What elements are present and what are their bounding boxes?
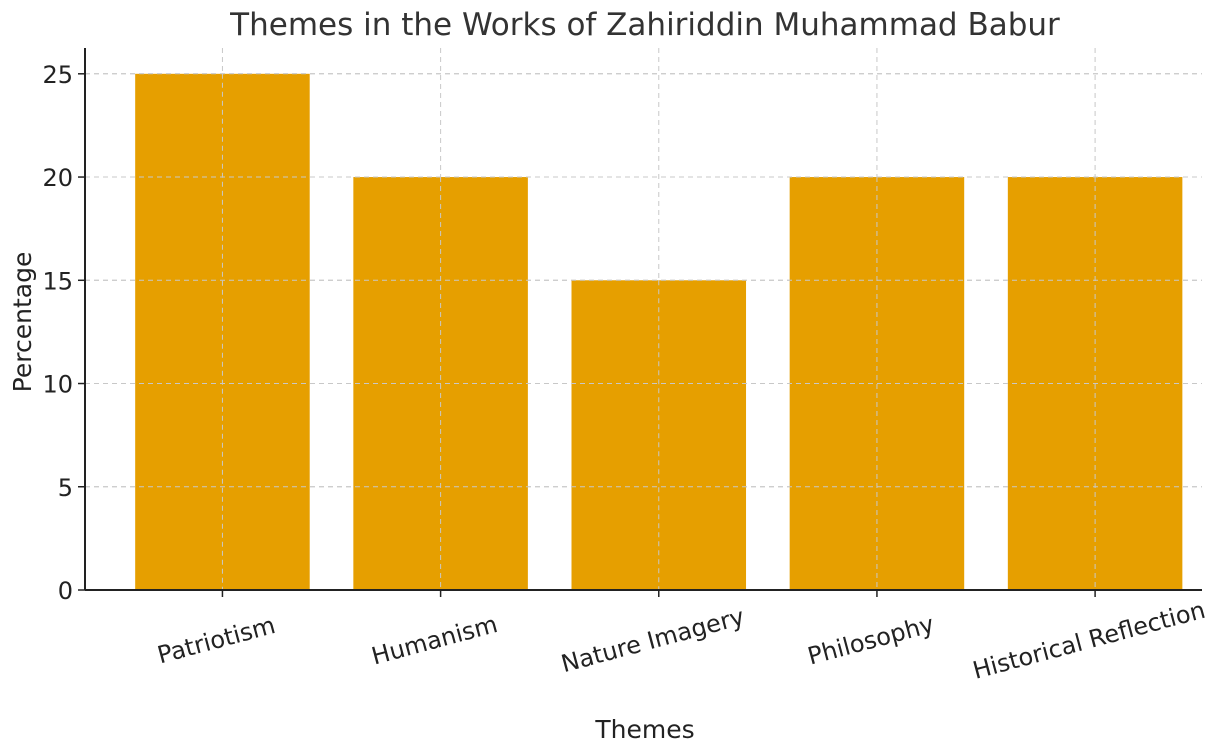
x-tick-label: Philosophy [805,610,937,671]
y-tick-label: 20 [42,164,73,192]
bar-patriotism [135,74,310,590]
x-axis-label: Themes [594,715,694,744]
x-tick-label: Historical Reflection [970,596,1205,685]
y-tick-layer: 0 5 10 15 20 25 [42,61,85,605]
y-axis-label: Percentage [8,252,37,393]
y-tick-label: 15 [42,267,73,295]
x-tick-label: Patriotism [154,611,278,669]
y-tick-label: 5 [58,474,73,502]
chart-title: Themes in the Works of Zahiriddin Muhamm… [229,7,1060,43]
x-tick-label: Humanism [369,610,501,670]
bar-layer [85,74,1202,590]
y-tick-label: 0 [58,577,73,605]
x-tick-label: Nature Imagery [558,602,747,678]
y-tick-label: 25 [42,61,73,89]
y-tick-label: 10 [42,371,73,399]
x-tick-layer: Patriotism Humanism Nature Imagery Philosop… [154,590,1205,685]
